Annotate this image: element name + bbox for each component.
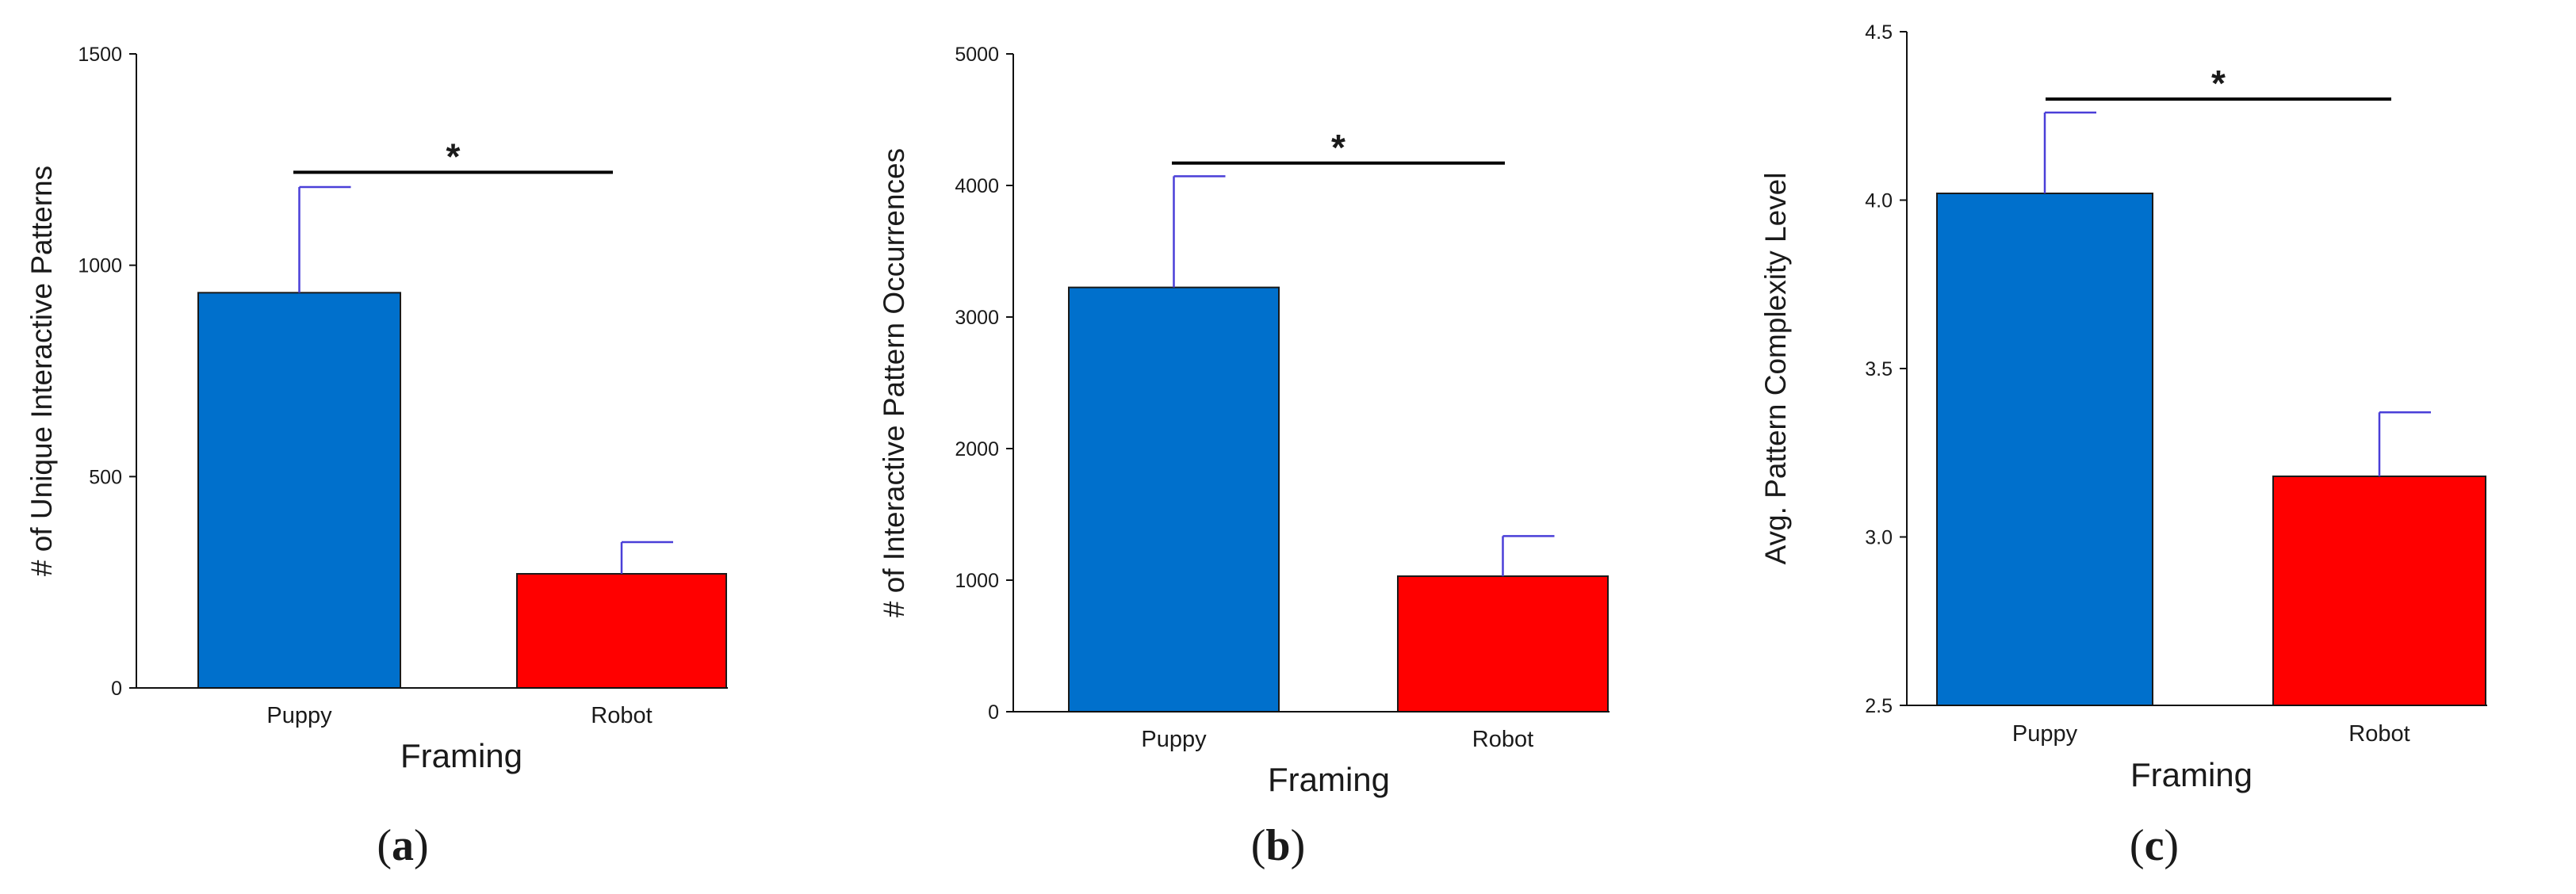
chart-panel-b: Puppy Robot 0 1000 2000 3000 4000 5000 * Framing #…: [878, 44, 1610, 798]
y-axis-label: # of Unique Interactive Patterns: [25, 166, 58, 576]
y-tick-label: 0: [111, 678, 122, 700]
category-label-puppy: Puppy: [1141, 727, 1207, 752]
category-label-robot: Robot: [2348, 721, 2409, 747]
y-tick-label: 1500: [78, 44, 122, 66]
significance-marker: *: [446, 136, 461, 177]
y-axis-label: Avg. Pattern Complexity Level: [1759, 173, 1792, 565]
bar-robot: [516, 573, 727, 689]
bar-puppy: [1936, 193, 2153, 706]
y-tick-label: 2000: [955, 438, 999, 460]
y-tick-label: 1000: [78, 255, 122, 277]
category-label-robot: Robot: [591, 703, 652, 728]
bar-puppy: [197, 292, 401, 689]
panel-label-a: (a): [377, 821, 428, 870]
category-label-puppy: Puppy: [266, 703, 332, 728]
y-tick-label: 0: [988, 701, 999, 724]
category-label-puppy: Puppy: [2012, 721, 2078, 747]
panel-label-c: (c): [2130, 821, 2179, 870]
panel-label-b: (b): [1251, 821, 1305, 870]
y-tick-label: 3.5: [1865, 358, 1893, 380]
x-axis-label: Framing: [1268, 761, 1390, 798]
bar-puppy: [1068, 286, 1280, 713]
y-tick-label: 1000: [955, 570, 999, 592]
y-tick-label: 500: [89, 466, 122, 488]
chart-panel-c: Puppy Robot 2.5 3.0 3.5 4.0 4.5 * Framing Avg. Pa…: [1759, 21, 2487, 793]
category-label-robot: Robot: [1472, 727, 1533, 752]
y-tick-label: 2.5: [1865, 695, 1893, 717]
y-tick-label: 4000: [955, 175, 999, 197]
y-tick-label: 5000: [955, 44, 999, 66]
bar-robot: [1397, 575, 1609, 713]
y-tick-label: 3000: [955, 307, 999, 329]
y-tick-label: 4.0: [1865, 190, 1893, 212]
y-axis-label: # of Interactive Pattern Occurrences: [878, 148, 910, 617]
significance-marker: *: [2211, 63, 2226, 104]
significance-marker: *: [1331, 127, 1345, 168]
y-tick-label: 4.5: [1865, 21, 1893, 44]
chart-panel-a: Puppy Robot 0 500 1000 1500 * Framing # of Uniqu…: [25, 44, 728, 774]
x-axis-label: Framing: [2130, 756, 2253, 793]
y-tick-label: 3.0: [1865, 527, 1893, 549]
bar-robot: [2272, 476, 2486, 706]
x-axis-label: Framing: [400, 737, 522, 774]
